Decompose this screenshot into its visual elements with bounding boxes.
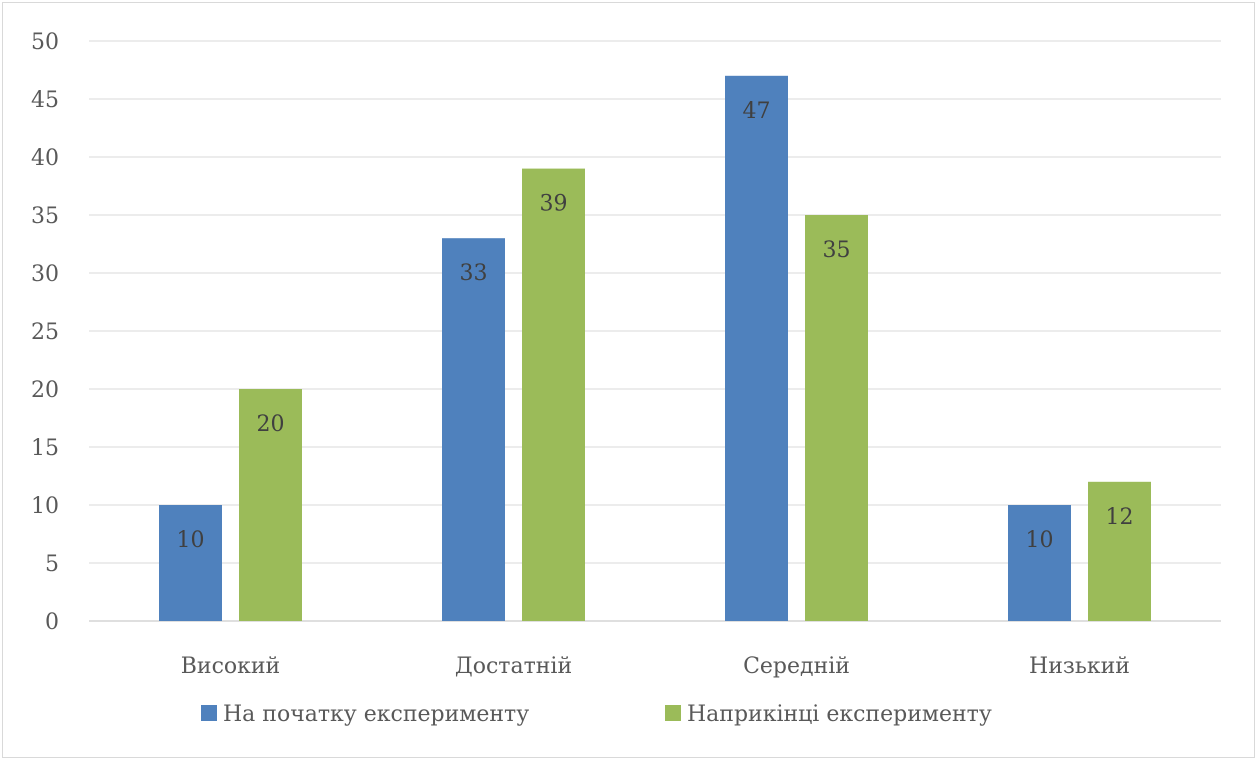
data-label: 10 xyxy=(177,528,205,553)
data-label: 20 xyxy=(257,412,285,437)
y-tick-label: 45 xyxy=(31,88,59,113)
y-tick-label: 0 xyxy=(45,610,59,635)
y-tick-label: 50 xyxy=(31,30,59,55)
y-axis-ticks: 0 5 10 15 20 25 30 35 40 45 50 xyxy=(31,30,59,635)
bar xyxy=(522,168,585,621)
data-label: 33 xyxy=(460,261,488,286)
x-category-label: Високий xyxy=(181,654,280,679)
y-tick-label: 30 xyxy=(31,262,59,287)
x-category-label: Достатній xyxy=(455,654,572,679)
y-tick-label: 25 xyxy=(31,320,59,345)
legend-swatch xyxy=(201,705,217,721)
y-tick-label: 40 xyxy=(31,146,59,171)
y-tick-label: 15 xyxy=(31,436,59,461)
y-tick-label: 35 xyxy=(31,204,59,229)
bar xyxy=(442,238,505,621)
bar xyxy=(239,389,302,621)
bar-chart: 0 5 10 15 20 25 30 35 40 45 50 10 20 33 39 47 35 10 12 Ви… xyxy=(31,30,1221,727)
legend-swatch xyxy=(665,705,681,721)
data-label: 47 xyxy=(743,99,771,124)
legend-label: На початку експерименту xyxy=(223,702,529,727)
y-tick-label: 20 xyxy=(31,378,59,403)
data-label: 12 xyxy=(1106,505,1134,530)
x-axis-categories: Високий Достатній Середній Низький xyxy=(181,654,1130,679)
bar xyxy=(1088,481,1151,621)
legend: На початку експерименту Наприкінці експер… xyxy=(201,702,992,727)
bar xyxy=(725,75,788,622)
data-label: 39 xyxy=(540,192,568,217)
x-category-label: Середній xyxy=(743,654,850,679)
legend-label: Наприкінці експерименту xyxy=(687,702,992,727)
y-tick-label: 10 xyxy=(31,494,59,519)
bar xyxy=(1008,505,1071,621)
bar xyxy=(159,505,222,621)
y-tick-label: 5 xyxy=(45,552,59,577)
x-category-label: Низький xyxy=(1029,654,1130,679)
data-label: 35 xyxy=(823,238,851,263)
bars xyxy=(159,75,1151,622)
bar xyxy=(805,215,868,621)
data-label: 10 xyxy=(1026,528,1054,553)
data-labels: 10 20 33 39 47 35 10 12 xyxy=(177,99,1134,553)
